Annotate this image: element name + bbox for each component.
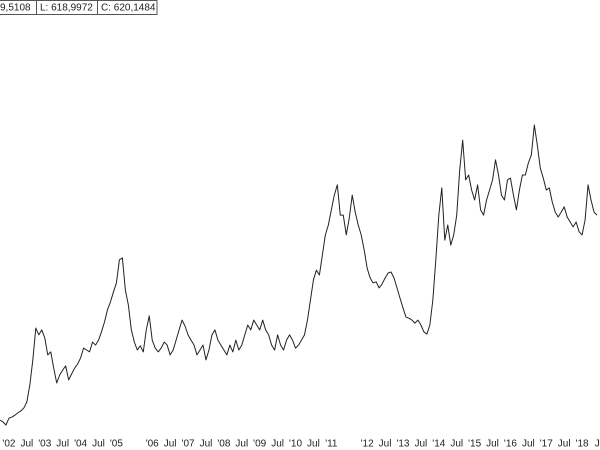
x-tick-label: Jul: [307, 439, 320, 450]
x-tick-label: Jul: [164, 439, 177, 450]
price-line: [0, 124, 598, 426]
x-tick-label: '09: [253, 439, 266, 450]
x-tick-label: '07: [182, 439, 195, 450]
x-tick-label: '16: [504, 439, 517, 450]
x-tick-label: Jul: [379, 439, 392, 450]
x-tick-label: '02: [2, 439, 15, 450]
x-tick-label: '08: [217, 439, 230, 450]
x-tick-label: Jul: [200, 439, 213, 450]
x-tick-label: '18: [576, 439, 589, 450]
x-tick-label: Jul: [486, 439, 499, 450]
x-tick-label: Jul: [92, 439, 105, 450]
ohlc-box: 9,5108 L: 618,9972 C: 620,1484: [0, 0, 158, 15]
x-tick-label: '12: [361, 439, 374, 450]
x-tick-label: '13: [396, 439, 409, 450]
ohlc-high: 9,5108: [0, 3, 31, 14]
x-tick-label: Jul: [414, 439, 427, 450]
x-tick-label: '03: [38, 439, 51, 450]
x-tick-label: Jul: [450, 439, 463, 450]
x-tick-label: '10: [289, 439, 302, 450]
x-tick-label: Ju: [595, 439, 600, 450]
x-tick-label: Jul: [271, 439, 284, 450]
x-tick-label: Jul: [522, 439, 535, 450]
x-tick-label: Jul: [558, 439, 571, 450]
x-tick-label: '14: [432, 439, 445, 450]
x-tick-label: '17: [540, 439, 553, 450]
x-tick-label: '04: [74, 439, 87, 450]
x-tick-label: Jul: [20, 439, 33, 450]
x-tick-label: '11: [325, 439, 338, 450]
ohlc-close: C: 620,1484: [101, 3, 156, 14]
x-tick-label: '06: [146, 439, 159, 450]
x-tick-label: '15: [468, 439, 481, 450]
ohlc-frame: [0, 0, 158, 15]
x-tick-label: Jul: [235, 439, 248, 450]
ohlc-low: L: 618,9972: [40, 3, 93, 14]
x-tick-label: '05: [110, 439, 123, 450]
x-tick-label: Jul: [56, 439, 69, 450]
